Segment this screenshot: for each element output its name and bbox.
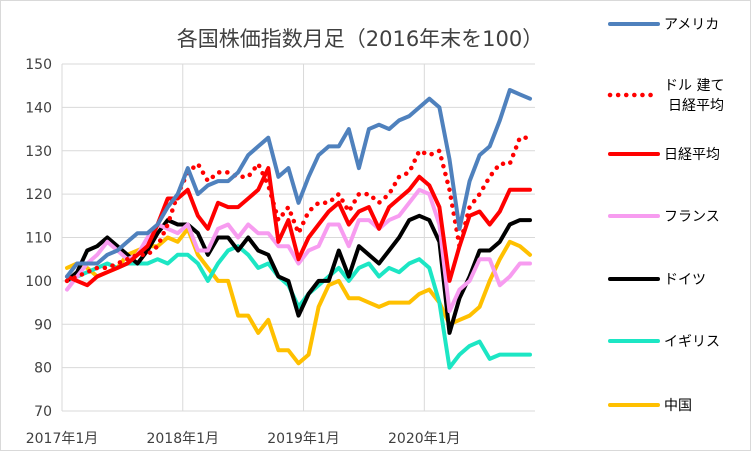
series-line-0 — [65, 88, 532, 279]
series-line-1 — [64, 135, 533, 284]
y-tick-label: 110 — [25, 231, 52, 247]
y-tick-label: 150 — [25, 57, 52, 73]
y-tick-label: 100 — [25, 274, 52, 290]
series-line-3 — [65, 187, 532, 314]
x-tick-label: 2020年1月 — [388, 431, 461, 447]
x-tick-label: 2018年1月 — [146, 431, 219, 447]
legend-label: 中国 — [664, 398, 692, 414]
legend-label: ドル 建て日経平均 — [664, 78, 724, 114]
y-tick-label: 80 — [34, 361, 52, 377]
y-tick-label: 120 — [25, 187, 52, 203]
y-tick-label: 90 — [34, 317, 52, 333]
chart-title: 各国株価指数月足（2016年末を100） — [177, 27, 544, 51]
y-tick-label: 140 — [25, 100, 52, 116]
x-tick-label: 2017年1月 — [26, 431, 99, 447]
legend-label: 日経平均 — [664, 147, 720, 163]
legend-label: フランス — [664, 209, 720, 225]
y-tick-label: 70 — [34, 404, 52, 420]
series-line-2 — [65, 166, 532, 288]
series-line-5 — [65, 244, 532, 370]
legend-label: ドイツ — [664, 272, 706, 288]
legend-label: アメリカ — [664, 17, 719, 33]
x-tick-label: 2019年1月 — [267, 431, 340, 447]
y-tick-label: 130 — [25, 144, 52, 160]
legend-label: イギリス — [664, 334, 720, 350]
